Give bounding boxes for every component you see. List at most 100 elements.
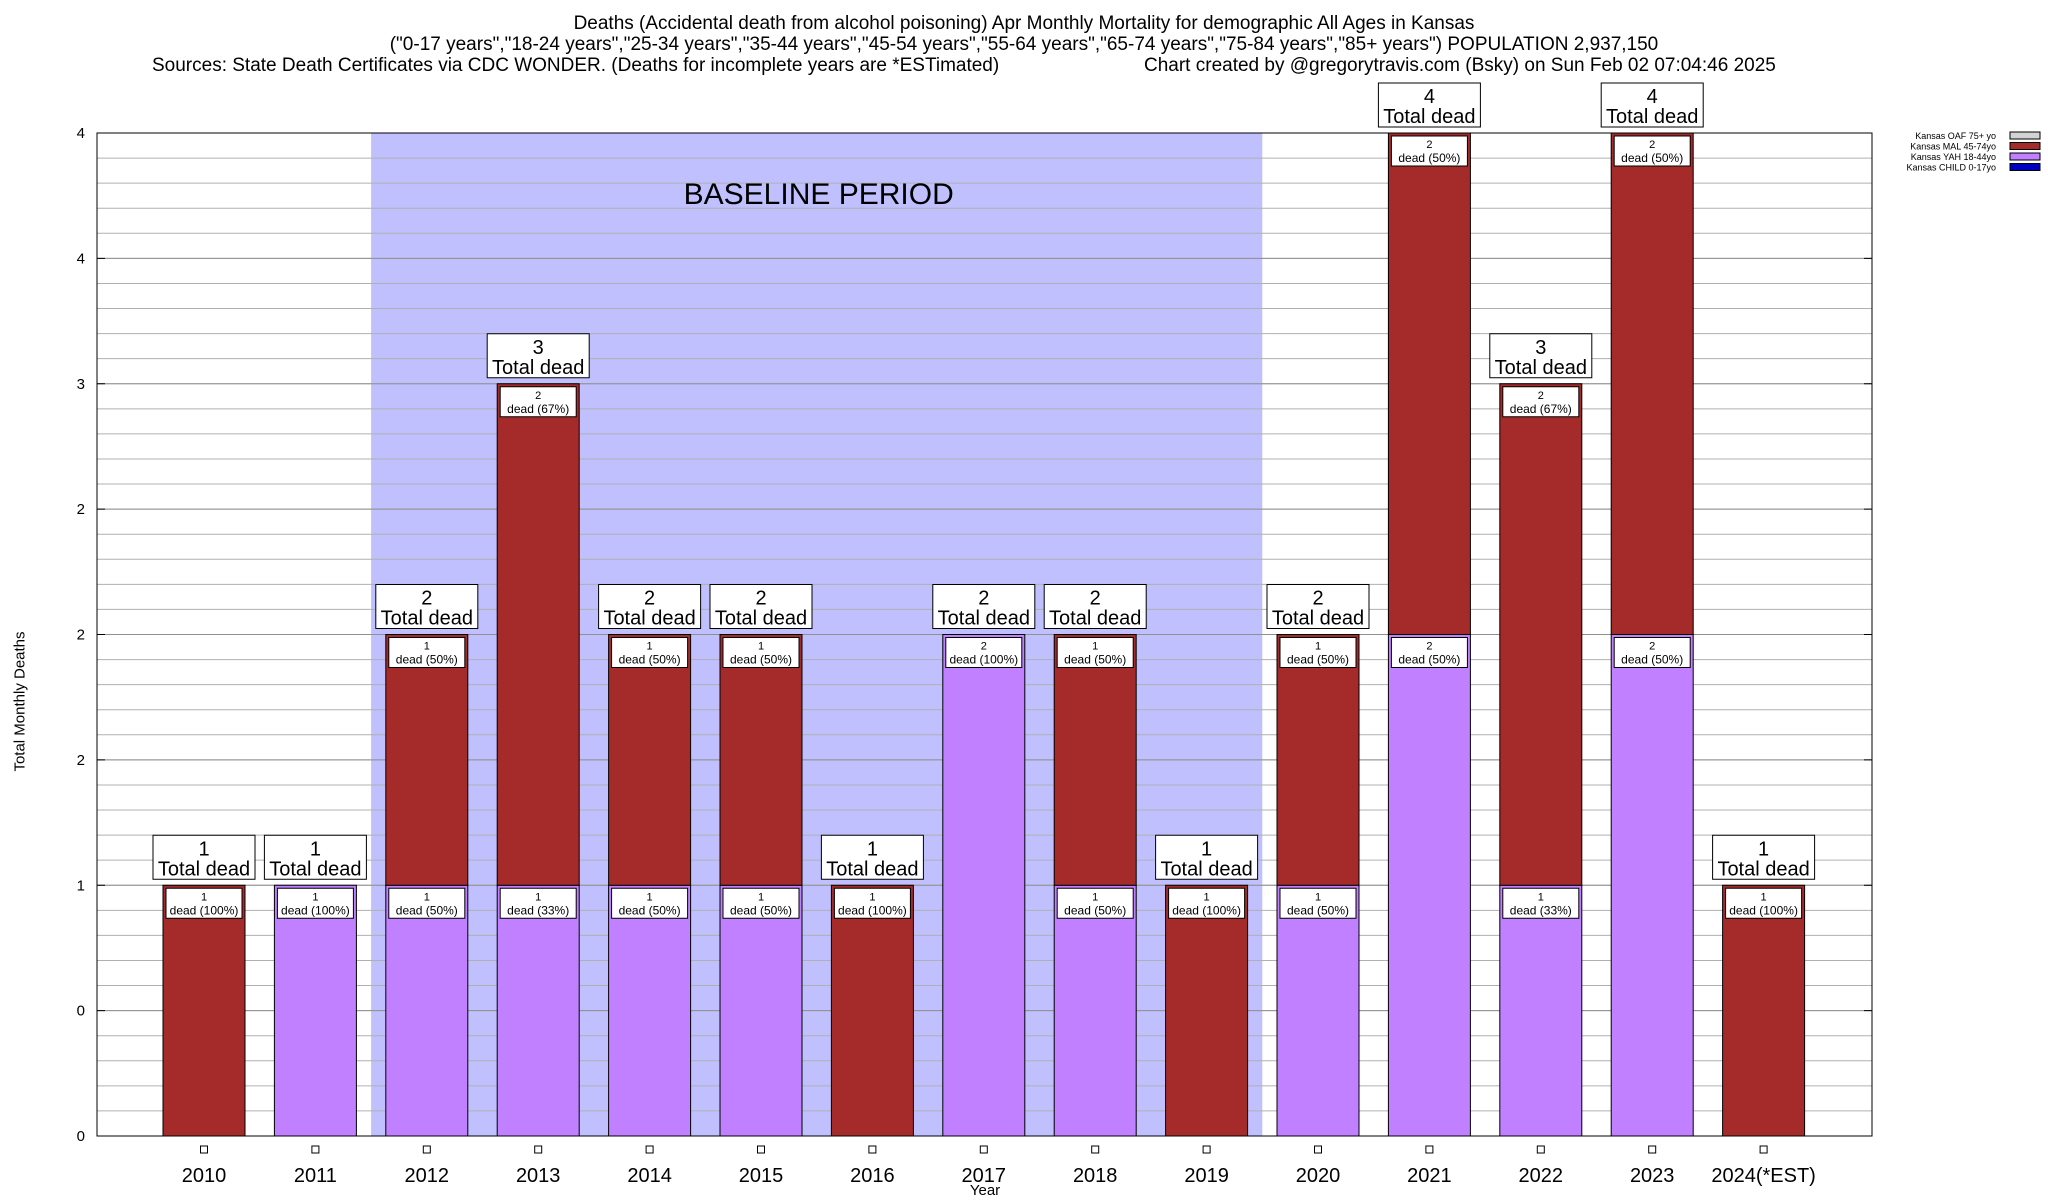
bar-segment	[830, 884, 914, 1137]
segment-count-label: 1	[424, 891, 430, 903]
segment-label-box	[1502, 386, 1580, 418]
x-tick-marker	[868, 1145, 877, 1154]
segment-label-box	[611, 887, 689, 919]
total-label-box	[263, 834, 367, 880]
x-tick-label: 2023	[1630, 1165, 1675, 1187]
segment-count-label: 1	[201, 891, 207, 903]
legend-label: Kansas OAF 75+ yo	[1915, 131, 1996, 141]
x-tick-label: 2015	[739, 1165, 784, 1187]
x-tick-label: 2020	[1296, 1165, 1341, 1187]
segment-percent-label: dead (50%)	[1621, 653, 1683, 667]
x-tick-label: 2022	[1519, 1165, 1564, 1187]
y-tick-label: 0	[77, 1128, 85, 1145]
segment-percent-label: dead (50%)	[730, 903, 792, 917]
x-tick-label: 2010	[182, 1165, 227, 1187]
x-tick-marker	[1314, 1145, 1322, 1154]
segment-label-box	[945, 637, 1023, 668]
segment-count-label: 1	[758, 891, 764, 903]
total-dead-label: Total dead	[715, 608, 807, 630]
segment-percent-label: dead (50%)	[1621, 151, 1683, 165]
segment-count-label: 1	[647, 891, 653, 903]
total-dead-label: Total dead	[1717, 858, 1809, 880]
x-tick-marker	[1536, 1145, 1545, 1154]
total-count-label: 3	[1535, 337, 1546, 359]
segment-label-box	[1613, 135, 1691, 167]
total-label-box	[1712, 834, 1816, 880]
segment-count-label: 1	[1204, 891, 1210, 903]
total-count-label: 1	[867, 838, 878, 860]
segment-label-box	[833, 887, 911, 919]
bar-segment	[385, 634, 469, 886]
segment-label-box	[1390, 135, 1468, 167]
x-tick-marker	[1091, 1145, 1100, 1154]
x-tick-marker	[1648, 1145, 1657, 1154]
segment-percent-label: dead (100%)	[838, 903, 907, 917]
y-tick-label: 4	[77, 125, 85, 142]
y-tick-label: 1	[77, 877, 85, 894]
segment-label-box	[1390, 637, 1468, 668]
segment-count-label: 2	[1538, 390, 1544, 402]
total-count-label: 1	[1758, 838, 1769, 860]
segment-label-box	[1056, 637, 1134, 668]
segment-count-label: 2	[981, 641, 987, 653]
x-tick-marker	[1759, 1145, 1768, 1154]
segment-count-label: 2	[1426, 641, 1432, 653]
segment-percent-label: dead (50%)	[1287, 903, 1349, 917]
segment-count-label: 2	[535, 390, 541, 402]
bar-segment	[1722, 884, 1806, 1137]
bar-segment	[1610, 132, 1694, 635]
chart-credit: Chart created by @gregorytravis.com (Bsk…	[1144, 55, 1776, 76]
total-label-box	[152, 834, 256, 880]
bar-segment	[608, 884, 692, 1137]
segment-label-box	[1279, 637, 1357, 668]
bar-segment	[1387, 634, 1471, 1137]
bar-segment	[1053, 884, 1137, 1137]
x-tick-label: 2021	[1407, 1165, 1452, 1187]
total-label-box	[598, 584, 702, 629]
segment-label-box	[1168, 887, 1246, 919]
segment-percent-label: dead (50%)	[1064, 653, 1126, 667]
segment-percent-label: dead (50%)	[730, 653, 792, 667]
x-tick-label: 2016	[850, 1165, 895, 1187]
segment-count-label: 1	[312, 891, 318, 903]
x-tick-label: 2017	[962, 1165, 1007, 1187]
segment-label-box	[1725, 887, 1803, 919]
legend-swatch	[2009, 152, 2041, 161]
bar-segment	[1165, 884, 1249, 1137]
total-count-label: 4	[1424, 86, 1435, 108]
total-label-box	[820, 834, 924, 880]
chart-sources: Sources: State Death Certificates via CD…	[152, 55, 1000, 76]
total-dead-label: Total dead	[1160, 858, 1252, 880]
bar-segment	[1053, 634, 1137, 886]
y-tick-label: 4	[77, 250, 85, 267]
total-count-label: 1	[198, 838, 209, 860]
segment-percent-label: dead (33%)	[1510, 903, 1572, 917]
segment-count-label: 1	[424, 641, 430, 653]
bar-segment	[719, 884, 803, 1137]
x-tick-label: 2011	[294, 1165, 337, 1187]
segment-percent-label: dead (50%)	[396, 903, 458, 917]
total-dead-label: Total dead	[1272, 608, 1364, 630]
total-label-box	[932, 584, 1036, 629]
total-label-box	[1489, 333, 1593, 379]
segment-count-label: 1	[1092, 891, 1098, 903]
total-count-label: 2	[1312, 588, 1323, 610]
segment-count-label: 1	[1538, 891, 1544, 903]
x-tick-label: 2018	[1073, 1165, 1118, 1187]
segment-label-box	[722, 887, 800, 919]
x-tick-marker	[311, 1145, 320, 1154]
total-count-label: 2	[978, 588, 989, 610]
segment-percent-label: dead (50%)	[1398, 151, 1460, 165]
total-count-label: 1	[310, 838, 321, 860]
segment-percent-label: dead (50%)	[619, 903, 681, 917]
segment-percent-label: dead (100%)	[281, 903, 350, 917]
total-label-box	[709, 584, 813, 629]
bar-segment	[1276, 884, 1360, 1137]
total-dead-label: Total dead	[492, 357, 584, 379]
y-tick-label: 3	[77, 376, 85, 393]
segment-count-label: 2	[1649, 641, 1655, 653]
segment-count-label: 2	[1649, 139, 1655, 151]
segment-percent-label: dead (50%)	[619, 653, 681, 667]
x-tick-marker	[757, 1145, 765, 1154]
chart-title: Deaths (Accidental death from alcohol po…	[573, 13, 1475, 34]
